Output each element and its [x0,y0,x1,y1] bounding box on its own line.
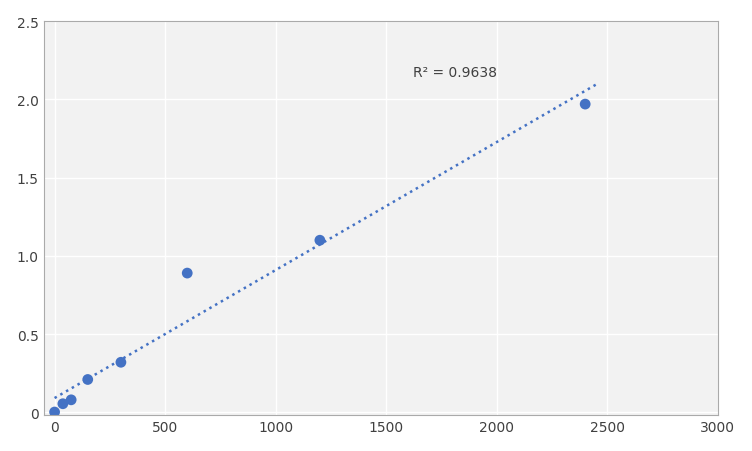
Point [115,359,127,366]
Point [181,270,193,277]
Point [49,409,61,416]
Point [65,396,77,404]
Text: R² = 0.9638: R² = 0.9638 [413,66,497,80]
Point [82,376,94,383]
Point [57,400,69,407]
Point [314,237,326,244]
Point [579,101,591,109]
